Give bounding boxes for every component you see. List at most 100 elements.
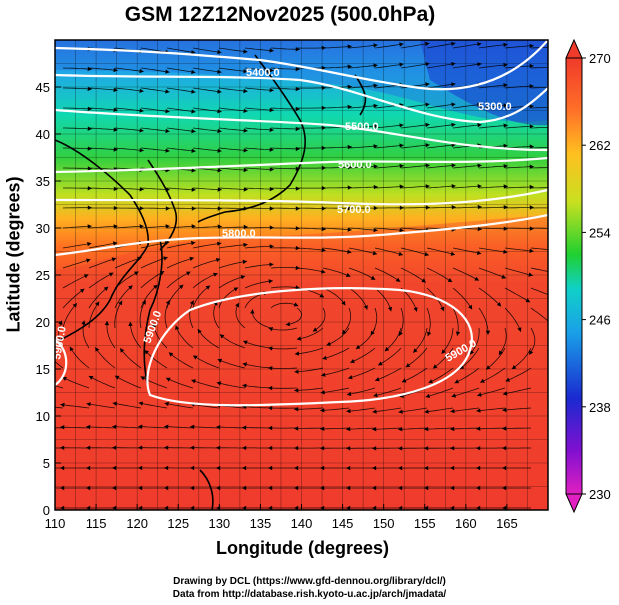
streamline [530, 107, 548, 109]
streamline [60, 426, 90, 429]
streamline [400, 144, 430, 149]
streamline-arrow [350, 359, 355, 363]
streamline-arrow [372, 409, 377, 414]
streamline-arrow [216, 485, 221, 491]
streamline [294, 347, 324, 355]
streamline-arrow [112, 485, 117, 491]
streamline [244, 67, 274, 71]
streamline [55, 406, 64, 409]
streamline-arrow [425, 82, 430, 87]
streamline [373, 387, 402, 397]
streamline [504, 45, 534, 49]
streamline-arrow [295, 106, 300, 112]
streamline [400, 247, 430, 256]
streamline [504, 105, 534, 109]
streamline [192, 207, 222, 209]
streamline [296, 247, 326, 251]
streamline [218, 260, 248, 269]
streamline-arrow [268, 505, 273, 510]
streamline-arrow [433, 364, 438, 369]
streamline [400, 164, 430, 169]
streamline-arrow [111, 257, 117, 262]
streamline-arrow [217, 241, 222, 246]
streamline [62, 302, 78, 329]
streamline [322, 287, 346, 306]
streamline-arrow [440, 306, 445, 312]
streamline [55, 427, 64, 429]
streamline-arrow [321, 206, 326, 211]
streamline [459, 347, 480, 370]
streamline [192, 355, 220, 369]
colorbar-tick-label: 238 [589, 400, 611, 415]
streamline [140, 187, 170, 191]
streamline [88, 286, 109, 309]
x-tick-label: 120 [126, 516, 148, 531]
streamline [478, 124, 508, 129]
streamline [88, 67, 118, 71]
streamline [217, 358, 246, 369]
streamline-arrow [144, 350, 149, 355]
streamline-arrow [503, 103, 508, 108]
streamline [218, 167, 248, 171]
streamline [112, 402, 142, 409]
streamline-arrow [189, 300, 194, 305]
streamline [152, 323, 168, 349]
streamline-arrow [128, 285, 133, 290]
streamline [216, 426, 246, 429]
streamline-arrow [476, 408, 481, 413]
streamline-arrow [138, 401, 143, 406]
streamline-arrow [347, 64, 352, 69]
streamline [480, 367, 506, 383]
streamline-arrow [498, 350, 503, 355]
streamline-arrow [120, 348, 125, 353]
streamline [270, 47, 300, 50]
streamline-arrow [113, 241, 118, 246]
streamline-arrow [347, 249, 352, 254]
streamline [320, 427, 350, 430]
streamline-arrow [503, 205, 508, 210]
streamline-arrow [503, 249, 508, 254]
streamline [192, 272, 218, 289]
streamline-arrow [294, 369, 299, 374]
streamline-arrow [295, 146, 300, 152]
streamline-arrow [346, 426, 351, 432]
streamline-arrow [502, 407, 507, 413]
streamline-arrow [242, 485, 247, 491]
streamline-arrow [320, 426, 325, 431]
streamline-arrow [477, 102, 482, 107]
streamline-arrow [556, 165, 560, 169]
streamline-arrow [191, 379, 196, 384]
streamline-arrow [505, 377, 510, 382]
streamline-arrow [370, 275, 376, 280]
streamline-arrow [191, 224, 196, 229]
streamline [452, 287, 473, 310]
streamline-arrow [72, 303, 77, 308]
streamline-arrow [347, 391, 352, 397]
streamline-arrow [345, 272, 351, 277]
streamline [321, 367, 350, 376]
streamline [452, 124, 482, 129]
streamline-arrow [348, 375, 353, 380]
streamline-arrow [525, 298, 531, 303]
streamline [114, 67, 144, 72]
streamline [166, 257, 195, 269]
streamline [112, 426, 142, 429]
streamline-arrow [138, 505, 143, 510]
streamline-arrow [373, 164, 378, 169]
streamline-arrow [501, 274, 506, 279]
streamline-arrow [112, 465, 117, 471]
streamline-arrow [87, 241, 92, 247]
streamline-arrow [476, 250, 482, 255]
streamline-arrow [86, 505, 91, 510]
streamline-arrow [164, 505, 169, 510]
streamline-arrow [395, 277, 401, 282]
streamline-arrow [503, 184, 508, 189]
streamline-arrow [413, 307, 418, 312]
streamline [450, 427, 480, 430]
streamline [348, 64, 378, 69]
streamline-arrow [269, 107, 274, 113]
streamline-arrow [217, 49, 222, 55]
streamline-arrow [496, 302, 502, 307]
streamline-arrow [398, 465, 403, 471]
streamline [424, 427, 454, 430]
